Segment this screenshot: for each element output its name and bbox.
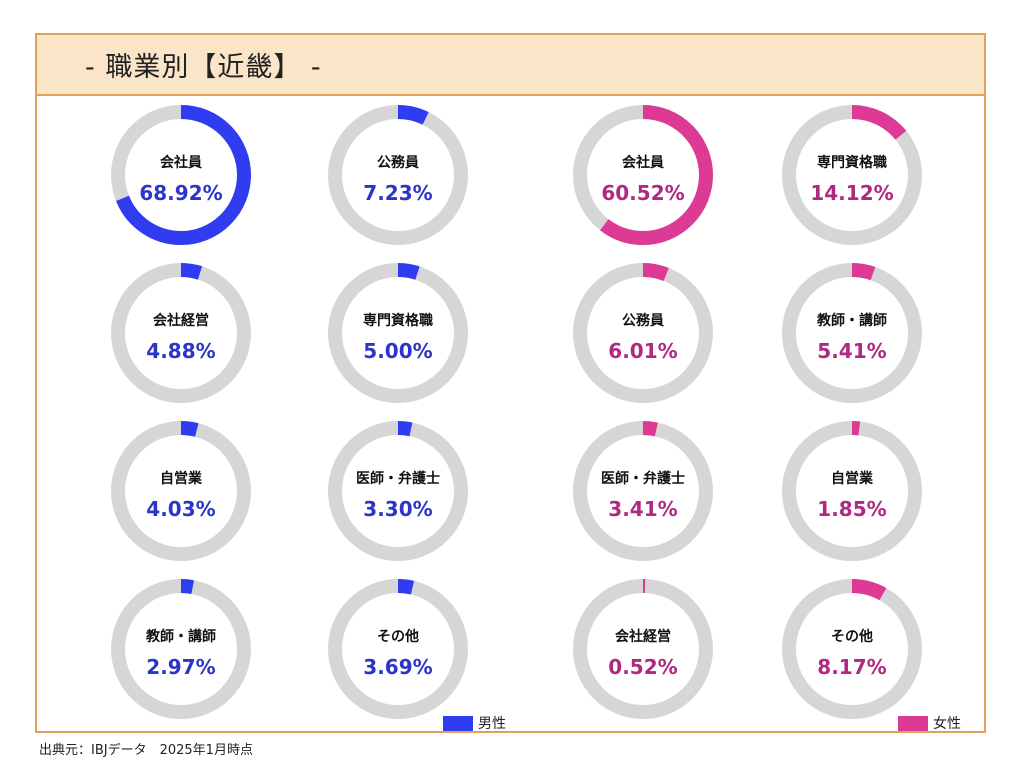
donut-segment [573,421,713,561]
chart-frame: - 職業別【近畿】 - [35,33,986,733]
donut-female-6: 自営業 1.85% [782,421,922,561]
donut-track [328,263,468,403]
donut-track [573,579,713,719]
donut-segment [782,579,922,719]
donut-value: 1.85% [817,497,886,521]
donut-label: 自営業 [160,470,203,487]
donut-male-4: 専門資格職 5.00% [328,263,468,403]
donut-track [328,421,468,561]
donut-value: 0.52% [608,655,677,679]
donut-segment [111,263,251,403]
donut-value: 4.03% [146,497,215,521]
donut-label: 公務員 [377,154,419,171]
donut-segment [328,263,468,403]
donut-female-7: 会社経営 0.52% [573,579,713,719]
donut-segment [782,263,922,403]
donut-label: 公務員 [622,312,664,329]
donut-value: 68.92% [139,181,222,205]
donut-label: 自営業 [831,470,874,487]
donut-label: その他 [377,628,419,645]
legend-male-swatch [443,715,473,731]
legend-female: 女性 [898,713,961,733]
donut-segment [328,421,468,561]
donut-segment [573,105,713,245]
donut-value: 3.41% [608,497,677,521]
donut-label: 専門資格職 [817,154,887,171]
donut-label: 会社経営 [153,312,209,329]
donut-track [782,421,922,561]
donut-male-3: 会社経営 4.88% [111,263,251,403]
donut-track [573,263,713,403]
donut-male-7: 教師・講師 2.97% [111,579,251,719]
donut-segment [573,579,713,719]
donut-value: 60.52% [601,181,684,205]
donut-track [111,421,251,561]
donut-value: 5.00% [363,339,432,363]
donut-label: 会社員 [160,154,202,171]
donut-value: 6.01% [608,339,677,363]
donut-value: 8.17% [817,655,886,679]
donut-value: 3.69% [363,655,432,679]
donut-female-2: 専門資格職 14.12% [782,105,922,245]
donut-label: 医師・弁護士 [601,470,685,487]
donut-track [111,263,251,403]
donut-label: 教師・講師 [817,312,887,329]
donut-segment [111,421,251,561]
donut-segment [111,105,251,245]
donut-label: 会社経営 [615,628,671,645]
donut-value: 7.23% [363,181,432,205]
legend-female-swatch [898,715,928,731]
donut-track [328,579,468,719]
donut-value: 4.88% [146,339,215,363]
donut-label: その他 [831,628,873,645]
donut-segment [573,263,713,403]
donut-label: 医師・弁護士 [356,470,440,487]
donut-segment [328,579,468,719]
donut-segment [328,105,468,245]
donut-female-8: その他 8.17% [782,579,922,719]
donut-track [573,421,713,561]
donut-segment [782,105,922,245]
donut-track [111,579,251,719]
donut-female-4: 教師・講師 5.41% [782,263,922,403]
legend-male-label: 男性 [478,716,506,732]
donut-track [782,263,922,403]
donut-segment [111,579,251,719]
donut-male-1: 会社員 68.92% [111,105,251,245]
donut-value: 3.30% [363,497,432,521]
donut-label: 専門資格職 [363,312,433,329]
title-bar: - 職業別【近畿】 - [37,35,984,96]
source-note: 出典元：IBJデータ 2025年1月時点 [39,743,253,758]
donut-track [328,105,468,245]
donut-male-5: 自営業 4.03% [111,421,251,561]
donut-segment [782,421,922,561]
donut-female-3: 公務員 6.01% [573,263,713,403]
donut-value: 2.97% [146,655,215,679]
donut-male-8: その他 3.69% [328,579,468,719]
donut-male-2: 公務員 7.23% [328,105,468,245]
donut-male-6: 医師・弁護士 3.30% [328,421,468,561]
donut-female-5: 医師・弁護士 3.41% [573,421,713,561]
donut-value: 5.41% [817,339,886,363]
donut-label: 会社員 [622,154,664,171]
legend-male: 男性 [443,713,506,733]
page-title: - 職業別【近畿】 - [85,52,322,83]
donut-value: 14.12% [810,181,893,205]
donut-label: 教師・講師 [146,628,216,645]
legend-female-label: 女性 [933,716,961,732]
donut-track [782,579,922,719]
donut-female-1: 会社員 60.52% [573,105,713,245]
